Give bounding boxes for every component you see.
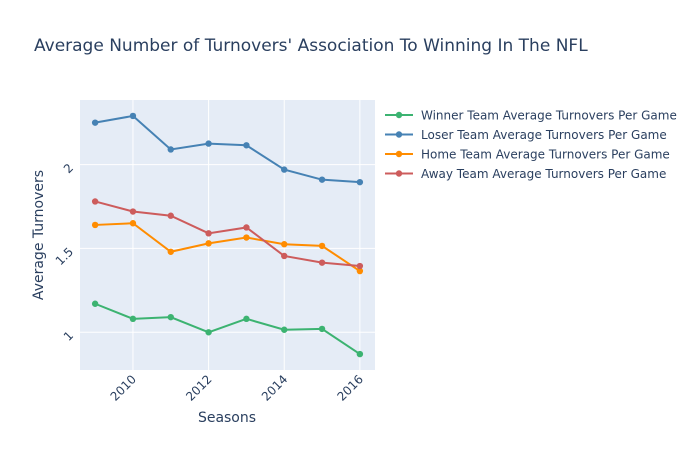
- x-axis-label: Seasons: [198, 410, 256, 426]
- legend-marker: [395, 150, 403, 158]
- plot-area: [80, 100, 375, 370]
- data-point: [356, 178, 364, 186]
- y-axis-ticks: 11.52: [53, 161, 76, 344]
- x-axis-ticks: 2010 2012 2014 2016: [108, 372, 366, 403]
- series-3: [91, 220, 364, 275]
- data-point: [281, 326, 288, 333]
- data-point: [129, 315, 137, 323]
- data-point: [167, 146, 174, 153]
- data-point: [167, 313, 174, 321]
- data-point: [318, 176, 326, 183]
- legend-marker: [395, 170, 403, 177]
- data-point: [281, 166, 288, 173]
- series-2: [91, 112, 364, 186]
- legend-item[interactable]: Home Team Average Turnovers Per Game: [385, 148, 670, 162]
- legend-marker: [395, 111, 403, 119]
- data-point: [167, 212, 174, 219]
- data-point: [356, 267, 364, 275]
- data-point: [356, 350, 364, 358]
- series-line: [94, 200, 360, 268]
- x-tick-label: 2010: [108, 372, 139, 403]
- legend-label: Home Team Average Turnovers Per Game: [421, 148, 670, 162]
- x-tick-label: 2016: [334, 372, 365, 403]
- data-point: [243, 142, 250, 149]
- legend-marker: [395, 131, 403, 138]
- data-point: [318, 259, 326, 266]
- data-point: [243, 234, 250, 241]
- data-point: [91, 198, 99, 205]
- legend-label: Away Team Average Turnovers Per Game: [421, 167, 666, 181]
- data-point: [205, 140, 212, 147]
- series-line: [94, 302, 361, 355]
- series-1: [91, 300, 364, 358]
- y-tick-label: 2: [61, 161, 76, 176]
- data-point: [205, 329, 212, 336]
- legend-label: Loser Team Average Turnovers Per Game: [421, 128, 667, 142]
- data-point: [129, 220, 137, 227]
- legend: Winner Team Average Turnovers Per Game Lo…: [385, 109, 677, 181]
- x-tick-label: 2014: [259, 372, 290, 403]
- data-point: [281, 252, 288, 260]
- data-point: [91, 300, 99, 307]
- data-point: [129, 112, 137, 120]
- data-point: [205, 240, 212, 247]
- legend-item[interactable]: Loser Team Average Turnovers Per Game: [385, 128, 667, 142]
- legend-item[interactable]: Winner Team Average Turnovers Per Game: [385, 109, 677, 123]
- chart-title: Average Number of Turnovers' Association…: [34, 36, 588, 56]
- data-point: [91, 221, 99, 229]
- legend-item[interactable]: Away Team Average Turnovers Per Game: [385, 167, 666, 181]
- legend-label: Winner Team Average Turnovers Per Game: [421, 109, 677, 123]
- data-point: [167, 248, 174, 255]
- series-4: [91, 198, 364, 270]
- x-tick-label: 2012: [183, 372, 214, 403]
- y-tick-label: 1: [61, 328, 76, 343]
- data-point: [243, 315, 250, 323]
- data-point: [318, 242, 326, 250]
- data-point: [356, 262, 364, 270]
- y-tick-label: 1.5: [53, 245, 76, 268]
- data-point: [281, 241, 288, 248]
- y-axis-label: Average Turnovers: [31, 170, 47, 300]
- series-line: [95, 222, 361, 272]
- data-point: [129, 208, 137, 215]
- data-point: [205, 230, 212, 237]
- series-layer: [91, 112, 364, 358]
- data-point: [243, 224, 250, 231]
- series-line: [94, 114, 360, 184]
- data-point: [91, 119, 99, 126]
- data-point: [318, 325, 326, 333]
